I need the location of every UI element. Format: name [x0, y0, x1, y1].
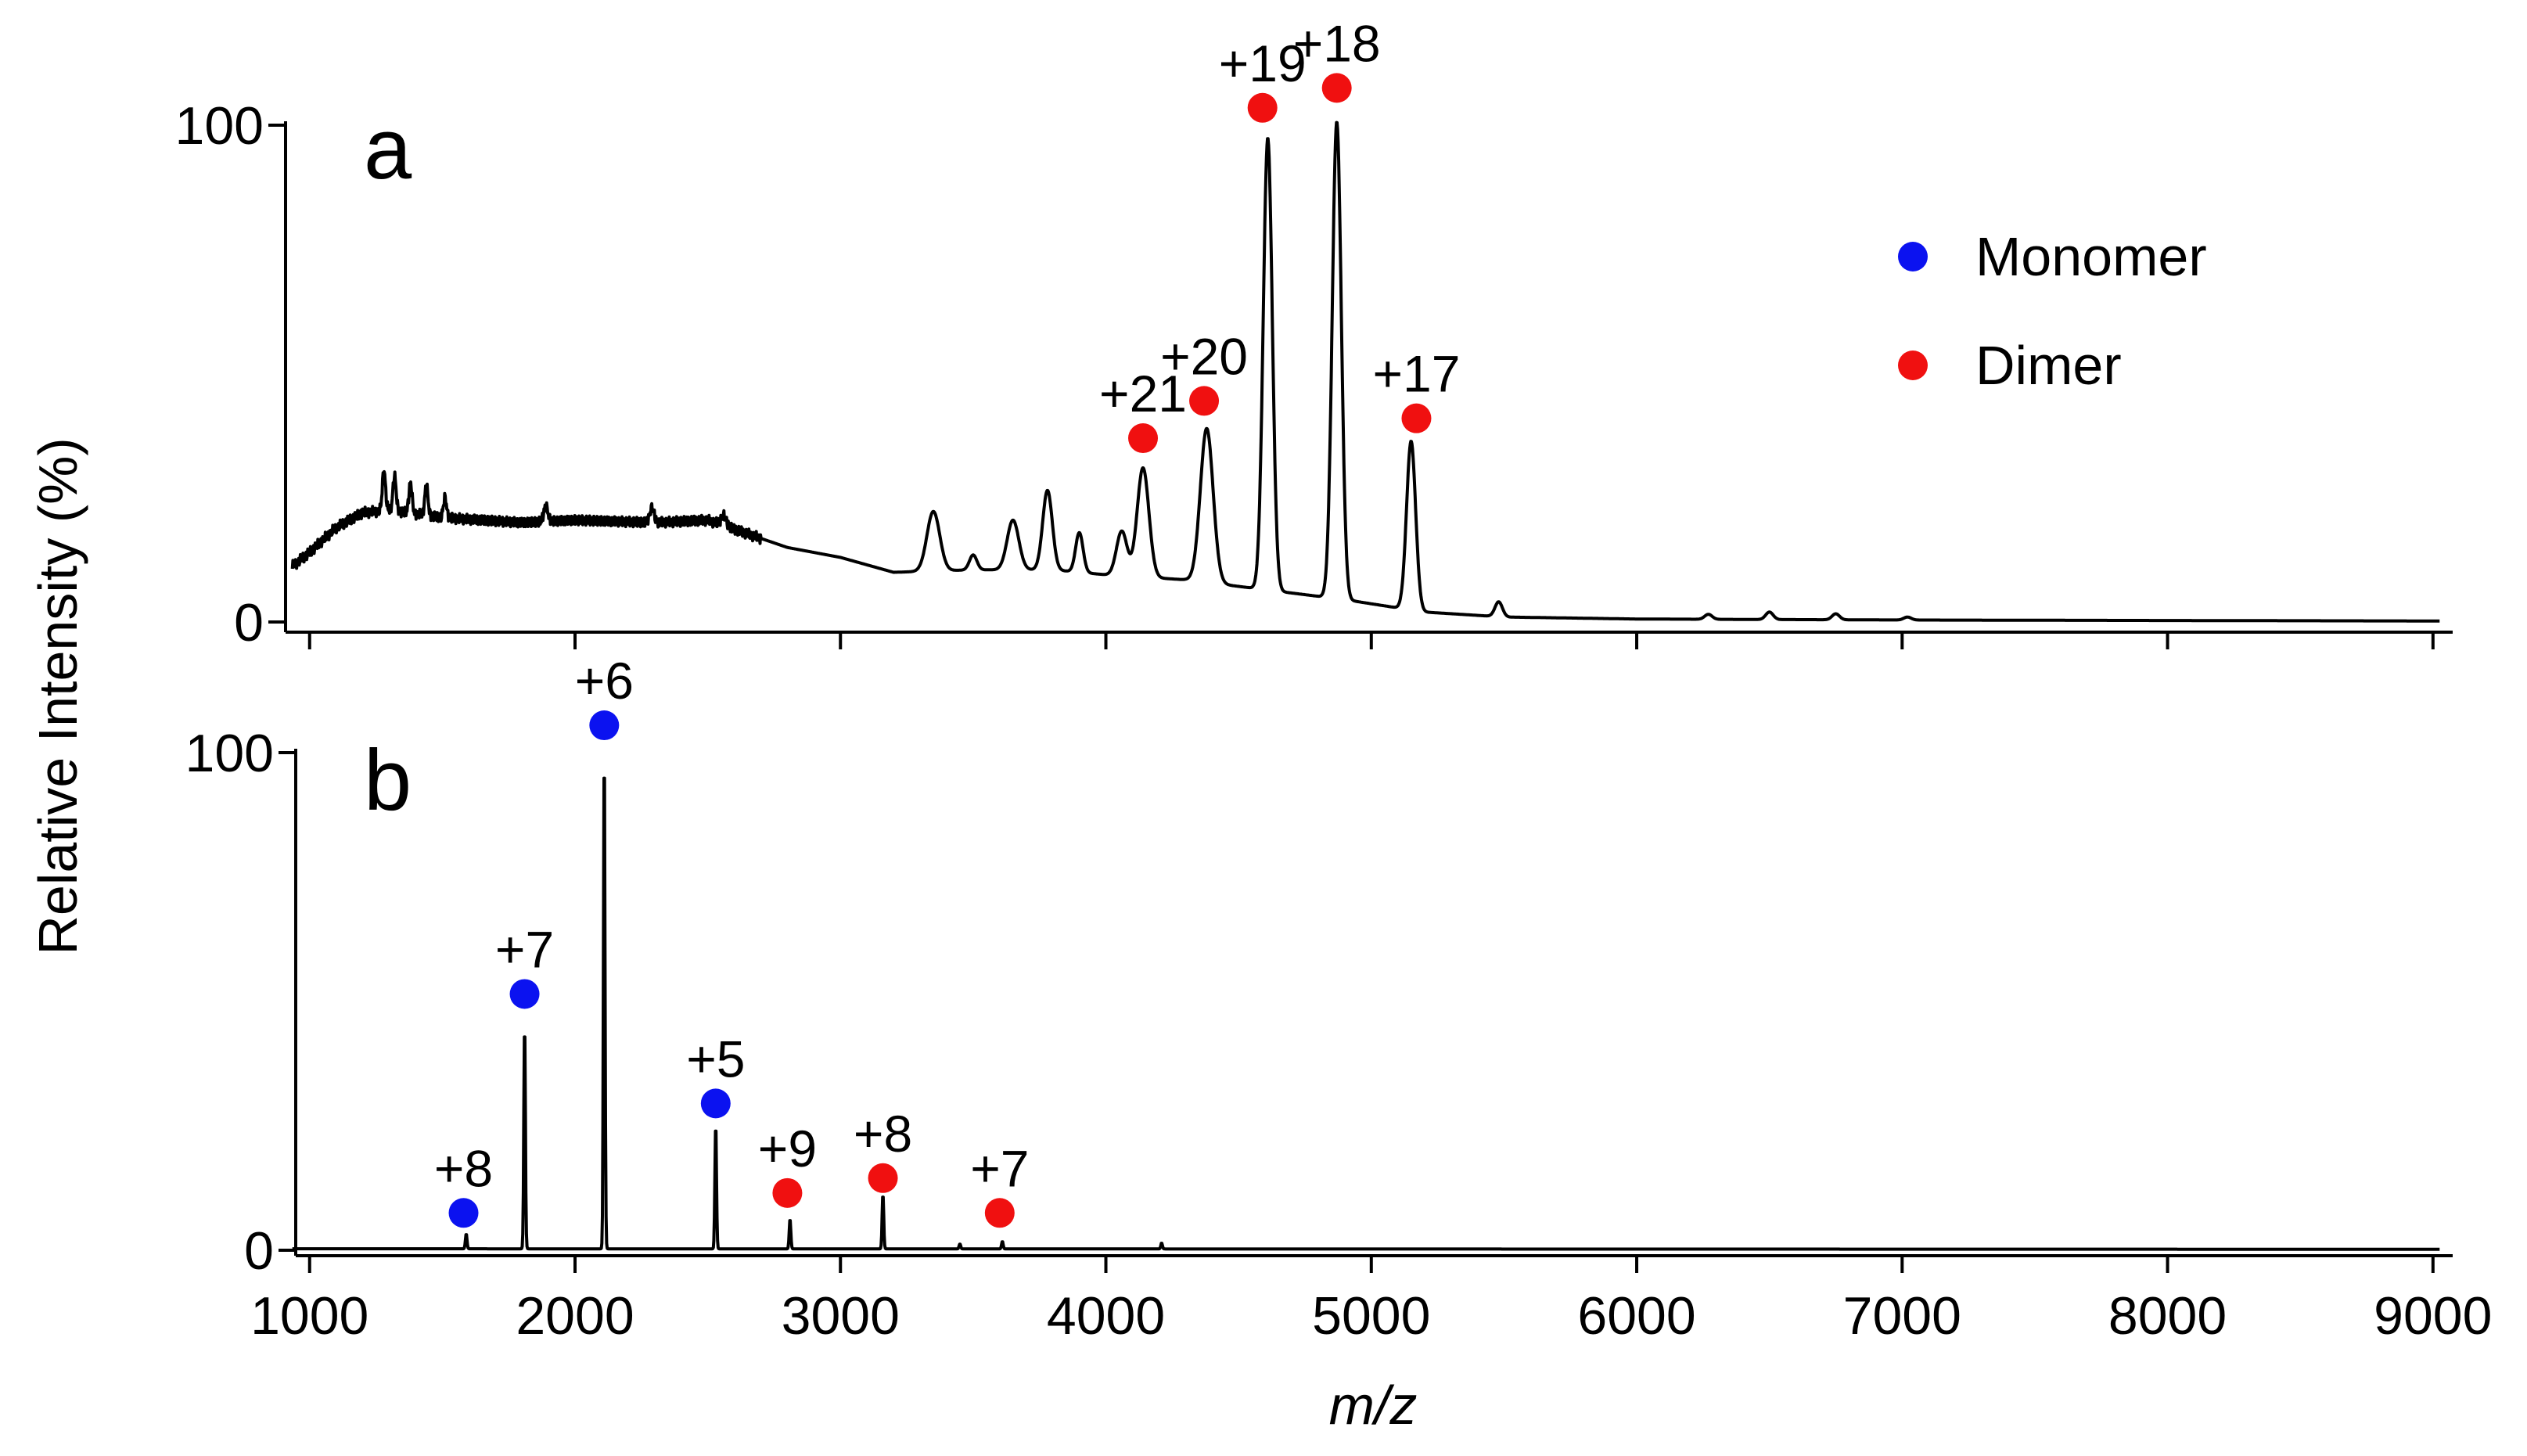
charge-state-label: +18 [1293, 14, 1381, 72]
y-axis-title: Relative Intensity (%) [27, 437, 88, 954]
panel-a-spectrum: a 0 100 +21+20 +19+18 +17 [175, 14, 2453, 653]
legend-dimer-marker [1898, 351, 1928, 380]
x-tick-label: 7000 [1843, 1286, 1961, 1346]
y-tick-label: 100 [175, 96, 264, 156]
legend-dimer-label: Dimer [1975, 335, 2122, 396]
legend-monomer-marker [1898, 242, 1928, 271]
panel-b-spectrum-trace [291, 776, 2441, 1251]
dimer-peak-marker [1128, 423, 1159, 454]
charge-state-label: +8 [434, 1139, 493, 1197]
dimer-peak-marker [984, 1198, 1015, 1228]
x-tick-label: 8000 [2108, 1286, 2227, 1346]
x-axis-title: m/z [1329, 1375, 1418, 1436]
monomer-peak-marker [509, 979, 540, 1009]
monomer-peak-marker [700, 1088, 731, 1119]
charge-state-label: +19 [1219, 34, 1307, 92]
charge-state-label: +9 [758, 1120, 817, 1177]
charge-state-label: +5 [686, 1030, 745, 1088]
dimer-peak-marker [1321, 73, 1352, 103]
legend: Monomer Dimer [1898, 226, 2207, 396]
charge-state-label: +17 [1372, 345, 1460, 403]
legend-monomer-label: Monomer [1975, 226, 2207, 287]
x-tick-label: 5000 [1312, 1286, 1430, 1346]
x-tick-label: 4000 [1047, 1286, 1165, 1346]
x-tick-label: 9000 [2374, 1286, 2492, 1346]
charge-state-label: +7 [495, 920, 554, 978]
x-tick-label: 3000 [782, 1286, 900, 1346]
panel-a-label: a [364, 101, 412, 197]
monomer-peak-marker [589, 710, 620, 741]
dimer-peak-marker [1189, 386, 1220, 416]
dimer-peak-marker [772, 1177, 803, 1208]
y-tick-label: 100 [185, 724, 274, 783]
x-tick-label: 6000 [1577, 1286, 1695, 1346]
charge-state-label: +6 [575, 652, 634, 710]
dimer-peak-marker [1247, 92, 1278, 123]
y-tick-label: 0 [234, 593, 264, 653]
charge-state-label: +8 [854, 1105, 912, 1163]
x-tick-label: 2000 [516, 1286, 634, 1346]
panel-a-spectrum-trace [290, 120, 2441, 623]
dimer-peak-marker [868, 1163, 898, 1193]
charge-state-label: +20 [1160, 327, 1248, 385]
x-tick-label: 1000 [250, 1286, 368, 1346]
charge-state-label: +21 [1099, 365, 1187, 422]
panel-b-spectrum: b 0 100 1000 2000 3000 4000 5000 6000 7000 8000 90… [185, 652, 2493, 1346]
dimer-peak-marker [1401, 403, 1432, 433]
charge-state-label: +7 [970, 1139, 1029, 1197]
monomer-peak-marker [448, 1198, 479, 1228]
panel-b-label: b [364, 732, 412, 829]
y-tick-label: 0 [244, 1221, 274, 1281]
